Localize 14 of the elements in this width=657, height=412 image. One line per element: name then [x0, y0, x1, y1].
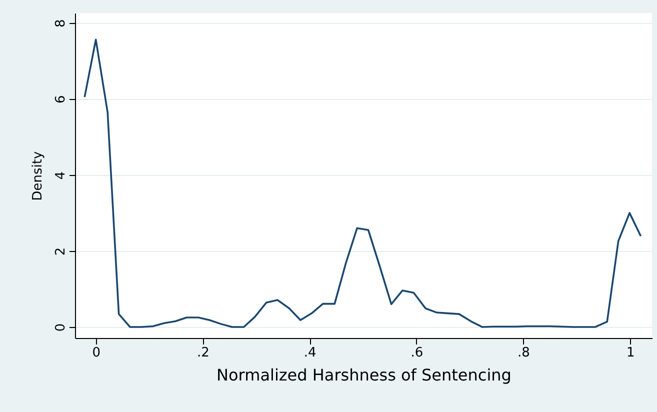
x-axis-title: Normalized Harshness of Sentencing [216, 366, 512, 384]
line-series [84, 38, 642, 328]
x-tick-label: 0 [92, 346, 100, 360]
x-tick-label: 1 [626, 346, 635, 360]
y-tick-label: 0 [54, 323, 68, 332]
y-tick-label: 6 [54, 95, 68, 104]
x-tick-label: .6 [410, 346, 424, 360]
y-tick-label: 8 [54, 19, 68, 28]
y-tick-label: 2 [54, 247, 68, 256]
x-tick-label: .4 [304, 346, 316, 360]
x-tick-label: .2 [196, 346, 210, 360]
x-tick-label: .8 [518, 346, 530, 360]
y-axis-title: Density [30, 150, 46, 201]
y-tick-label: 4 [54, 171, 68, 180]
